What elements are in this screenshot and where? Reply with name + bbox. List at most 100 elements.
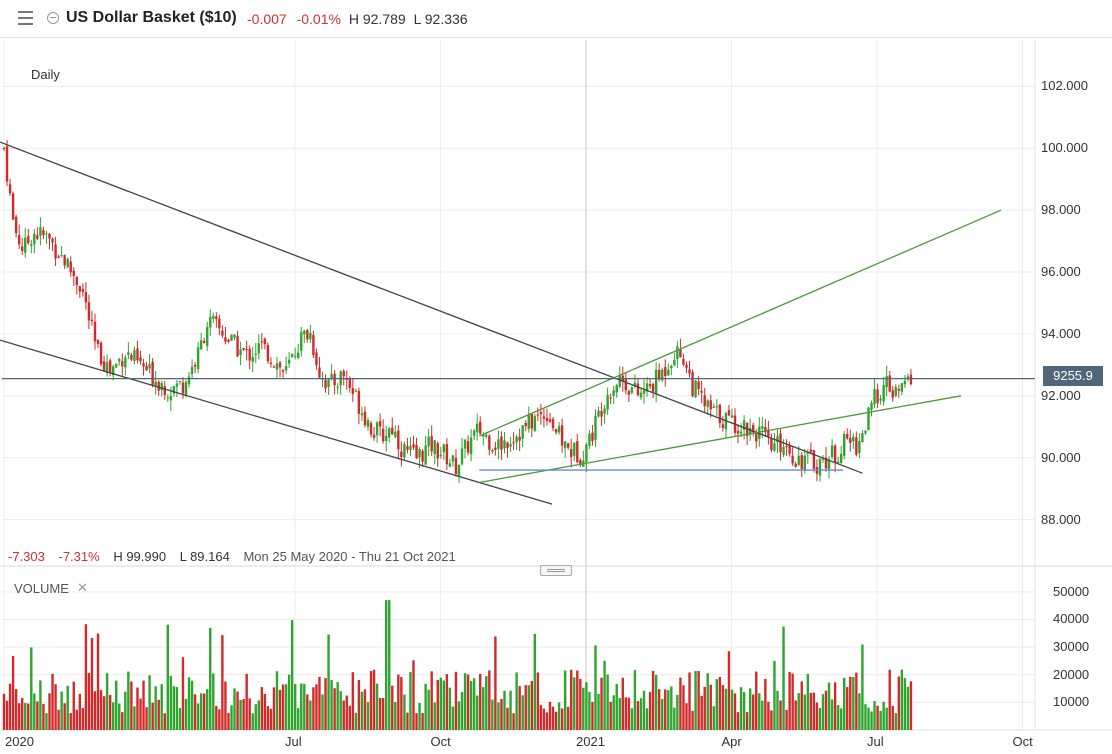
volume-bar xyxy=(624,697,628,730)
volume-bar xyxy=(366,702,370,730)
candle-body xyxy=(309,333,312,340)
candle-body xyxy=(287,359,291,364)
candle-body xyxy=(727,410,731,416)
volume-bar xyxy=(821,694,825,730)
volume-bar xyxy=(218,709,221,730)
volume-bar xyxy=(209,627,212,730)
volume-bar xyxy=(500,698,503,730)
candle-body xyxy=(563,441,567,449)
candle-body xyxy=(606,394,609,410)
candle-body xyxy=(715,406,719,408)
volume-bar xyxy=(336,682,339,730)
candle-body xyxy=(184,381,188,396)
candle-body xyxy=(105,362,109,374)
candle-body xyxy=(491,449,494,452)
candle-body xyxy=(145,365,148,371)
volume-bar xyxy=(394,701,397,730)
price-volume-chart[interactable] xyxy=(0,38,1112,754)
candle-body xyxy=(187,376,191,385)
volume-bar xyxy=(566,706,570,730)
volume-bar xyxy=(348,705,351,730)
candle-body xyxy=(527,415,530,429)
volume-bar xyxy=(139,698,142,730)
candle-body xyxy=(788,445,791,454)
candle-body xyxy=(782,446,785,455)
candle-body xyxy=(54,244,57,259)
candle-body xyxy=(27,236,30,244)
candle-body xyxy=(11,193,15,220)
volume-bar xyxy=(321,694,324,730)
volume-bar xyxy=(654,674,658,730)
volume-close-icon[interactable]: ✕ xyxy=(77,580,88,595)
candle-body xyxy=(248,348,251,361)
volume-bar xyxy=(257,700,260,730)
candle-body xyxy=(284,366,288,371)
candle-body xyxy=(297,352,300,358)
candle-body xyxy=(412,444,415,448)
volume-bar xyxy=(57,709,60,730)
volume-bar xyxy=(442,680,446,730)
volume-bar xyxy=(190,680,194,730)
volume-bar xyxy=(524,685,527,730)
candle-body xyxy=(327,379,330,388)
candle-body xyxy=(303,330,306,335)
candle-body xyxy=(709,400,712,410)
volume-bar xyxy=(460,691,464,730)
candle-body xyxy=(457,464,461,476)
volume-bar xyxy=(269,708,273,730)
candle-body xyxy=(566,443,570,448)
volume-bar xyxy=(548,701,552,730)
volume-bar xyxy=(752,694,755,730)
collapse-icon[interactable] xyxy=(47,12,59,24)
candle-body xyxy=(636,383,640,396)
volume-bar xyxy=(333,688,336,730)
candle-body xyxy=(245,349,248,351)
candle-body xyxy=(688,369,691,374)
candle-body xyxy=(697,381,700,389)
volume-bar xyxy=(855,672,858,730)
candle-body xyxy=(212,315,215,319)
candle-body xyxy=(545,417,549,421)
range-low: L 89.164 xyxy=(179,549,230,564)
volume-bar xyxy=(748,688,752,730)
volume-bar xyxy=(342,700,345,730)
candle-body xyxy=(48,233,51,239)
volume-tick-label: 30000 xyxy=(1053,639,1090,655)
volume-bar xyxy=(75,709,78,730)
volume-bar xyxy=(718,676,722,730)
candle-body xyxy=(573,442,576,456)
volume-bar xyxy=(673,707,676,730)
candle-body xyxy=(418,449,421,458)
volume-bar xyxy=(764,678,767,730)
candle-body xyxy=(706,400,709,407)
volume-bar xyxy=(630,708,634,730)
volume-bar xyxy=(99,690,103,730)
pane-resize-handle[interactable] xyxy=(540,565,572,576)
volume-bar xyxy=(202,693,206,730)
candle-body xyxy=(694,380,697,398)
candle-body xyxy=(81,288,85,293)
candle-body xyxy=(357,390,361,414)
volume-bar xyxy=(330,680,333,730)
candle-body xyxy=(821,458,825,460)
candle-body xyxy=(96,339,100,344)
candle-body xyxy=(254,353,257,356)
candle-body xyxy=(178,381,182,383)
volume-bar xyxy=(357,679,361,730)
volume-bar xyxy=(412,660,415,730)
candle-body xyxy=(136,348,139,361)
candle-body xyxy=(739,431,743,434)
candle-body xyxy=(42,230,45,236)
volume-bar xyxy=(518,686,521,730)
candle-body xyxy=(2,147,6,149)
volume-bar xyxy=(230,705,233,730)
candle-body xyxy=(809,449,813,453)
candle-body xyxy=(278,362,282,368)
candle-body xyxy=(190,366,194,375)
volume-bar xyxy=(281,684,285,730)
menu-icon[interactable] xyxy=(18,11,33,25)
volume-bar xyxy=(400,677,403,730)
volume-bar xyxy=(503,690,506,730)
volume-bar xyxy=(651,670,655,730)
candle-body xyxy=(533,416,537,431)
